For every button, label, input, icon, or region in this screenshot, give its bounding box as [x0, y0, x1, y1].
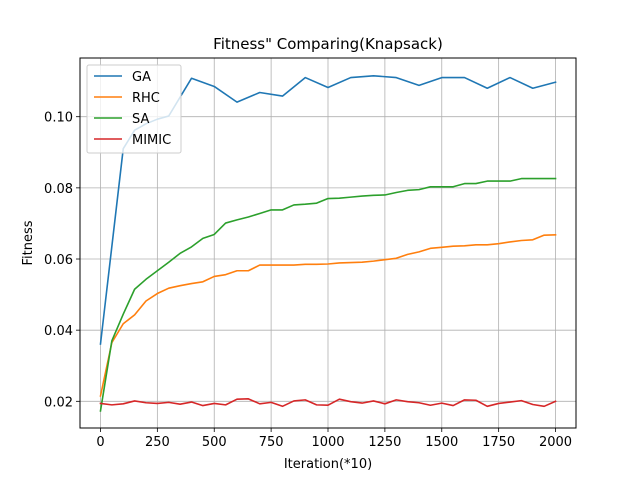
x-tick-label: 750	[259, 435, 284, 450]
x-tick-label: 1000	[311, 435, 344, 450]
x-tick-label: 500	[202, 435, 227, 450]
x-tick-label: 2000	[539, 435, 572, 450]
legend-label-mimic: MIMIC	[132, 133, 171, 148]
legend-box	[86, 64, 182, 154]
x-axis: 0 250 500 750 1000 1250 1500 1750 2000	[96, 428, 572, 450]
grid	[80, 58, 576, 428]
y-tick-label: 0.06	[44, 253, 73, 268]
legend-label-rhc: RHC	[132, 91, 160, 106]
y-axis-title: Fitness	[21, 220, 36, 265]
x-axis-title: Iteration(*10)	[284, 457, 372, 472]
legend-label-ga: GA	[132, 70, 151, 85]
legend-label-sa: SA	[132, 112, 149, 127]
y-tick-label: 0.04	[44, 324, 73, 339]
series-line-sa	[99, 177, 557, 412]
x-tick-label: 250	[145, 435, 170, 450]
series-line-mimic	[99, 398, 557, 408]
series-line-rhc	[99, 233, 557, 397]
x-tick-label: 1500	[425, 435, 458, 450]
x-tick-label: 1250	[368, 435, 401, 450]
y-axis: 0.02 0.04 0.06 0.08 0.10	[44, 111, 80, 410]
series-lines	[99, 74, 557, 412]
y-tick-label: 0.08	[44, 182, 73, 197]
y-tick-label: 0.10	[44, 111, 73, 126]
chart-title: Fitness" Comparing(Knapsack)	[213, 35, 443, 53]
y-tick-label: 0.02	[44, 395, 73, 410]
x-tick-label: 1750	[482, 435, 515, 450]
x-tick-label: 0	[96, 435, 104, 450]
legend: GA RHC SA MIMIC	[86, 64, 182, 154]
